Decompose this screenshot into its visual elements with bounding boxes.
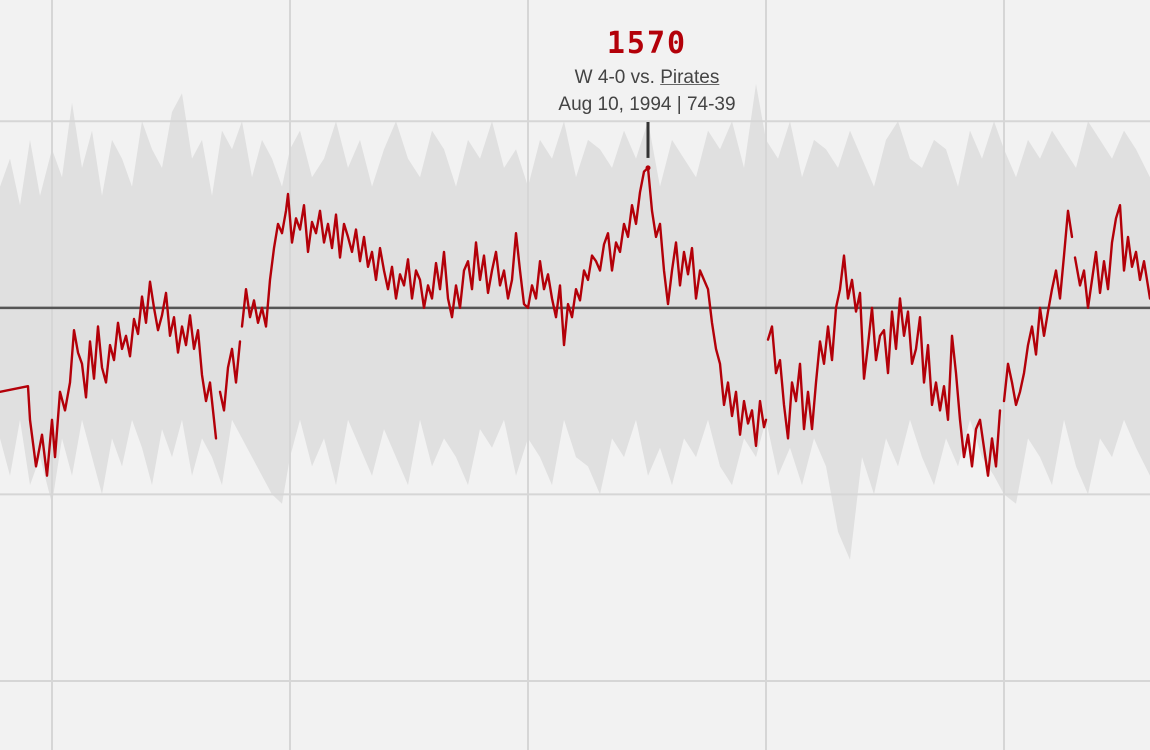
game-result: W 4-0 vs. <box>574 67 655 88</box>
series-line-segment <box>0 280 218 477</box>
series-line-segment <box>766 254 1002 477</box>
peak-annotation: 1570 W 4-0 vs. Pirates Aug 10, 1994 | 74… <box>447 24 847 118</box>
series-line-segment <box>1002 209 1074 407</box>
game-result-line: W 4-0 vs. Pirates <box>447 64 847 91</box>
series-line-segment <box>218 340 242 412</box>
series-line-segment <box>646 166 768 448</box>
peak-rating-value: 1570 <box>596 24 698 64</box>
opponent-link[interactable]: Pirates <box>660 67 720 88</box>
series-line-segment <box>1073 203 1150 309</box>
game-date-record: Aug 10, 1994 | 74-39 <box>558 94 736 115</box>
series-line-segment <box>240 166 650 347</box>
annotation-point <box>645 165 651 171</box>
